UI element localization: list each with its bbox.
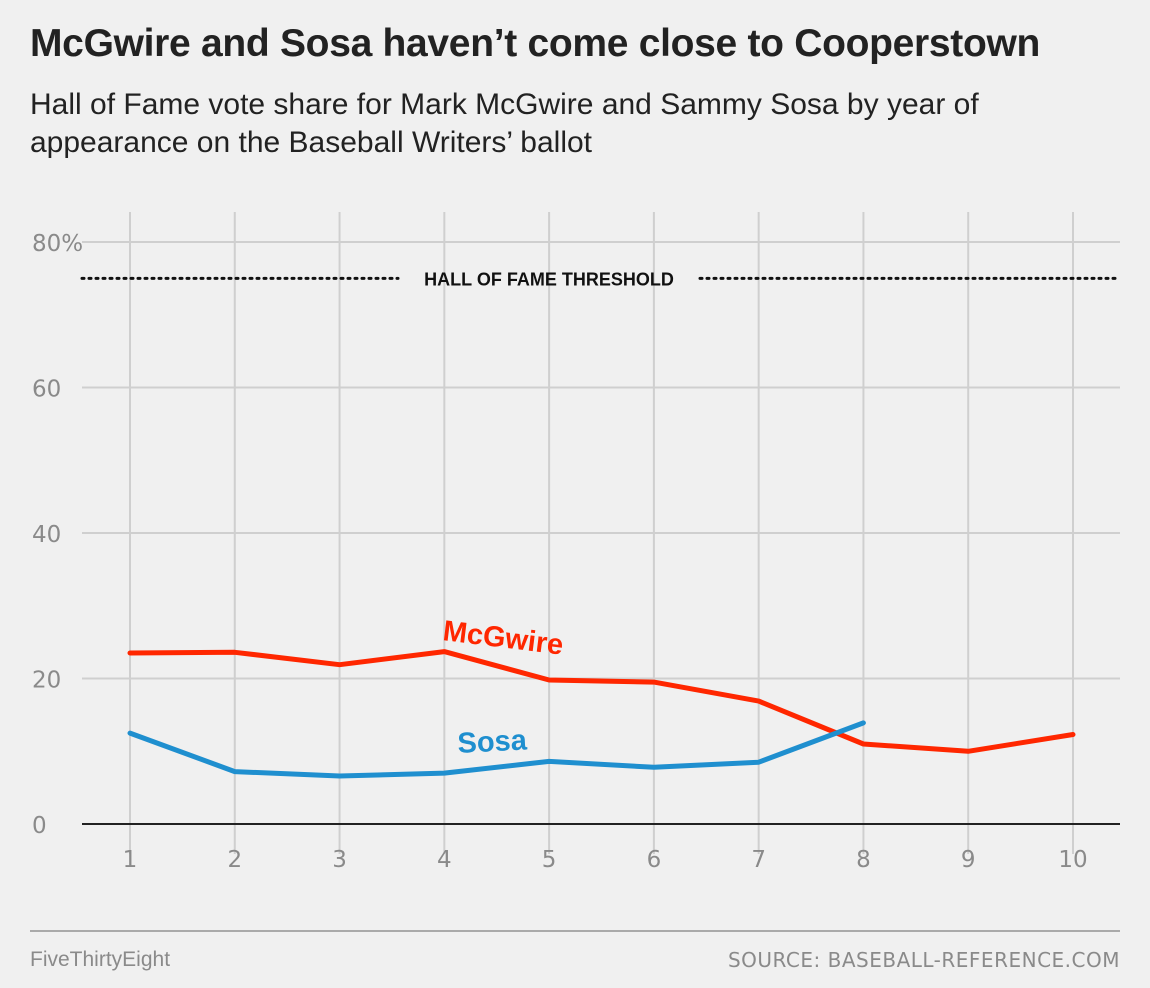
x-tick-label: 9 [961,847,976,873]
axes: 1 2 3 4 5 6 7 8 9 10 0 20 40 60 80% [32,231,1120,873]
x-tick-label: 3 [332,847,347,873]
y-tick-label: 40 [32,522,61,548]
x-tick-label: 7 [751,847,766,873]
x-tick-label: 10 [1058,847,1087,873]
series-label-sosa: Sosa [457,724,529,760]
brand-logo-text: FiveThirtyEight [30,948,171,971]
threshold-annotation: HALL OF FAME THRESHOLD [80,269,1122,289]
threshold-label: HALL OF FAME THRESHOLD [424,269,674,289]
series-lines [127,649,1076,779]
grid-lines [82,212,1120,854]
y-tick-label: 20 [32,668,61,694]
x-tick-label: 1 [123,847,138,873]
y-tick-label: 0 [32,813,47,839]
x-tick-label: 6 [647,847,662,873]
x-tick-label: 4 [437,847,452,873]
source-credit: SOURCE: BASEBALL-REFERENCE.COM [727,948,1120,972]
chart-title: McGwire and Sosa haven’t come close to C… [30,22,1041,65]
y-tick-label: 80% [32,231,83,257]
y-tick-label: 60 [32,377,61,403]
series-line-mcgwire [127,649,1076,754]
x-tick-label: 8 [856,847,871,873]
series-line-sosa [127,720,866,779]
x-tick-label: 5 [542,847,557,873]
footer-divider [30,930,1120,932]
chart-subtitle: Hall of Fame vote share for Mark McGwire… [30,88,979,159]
x-tick-label: 2 [227,847,242,873]
